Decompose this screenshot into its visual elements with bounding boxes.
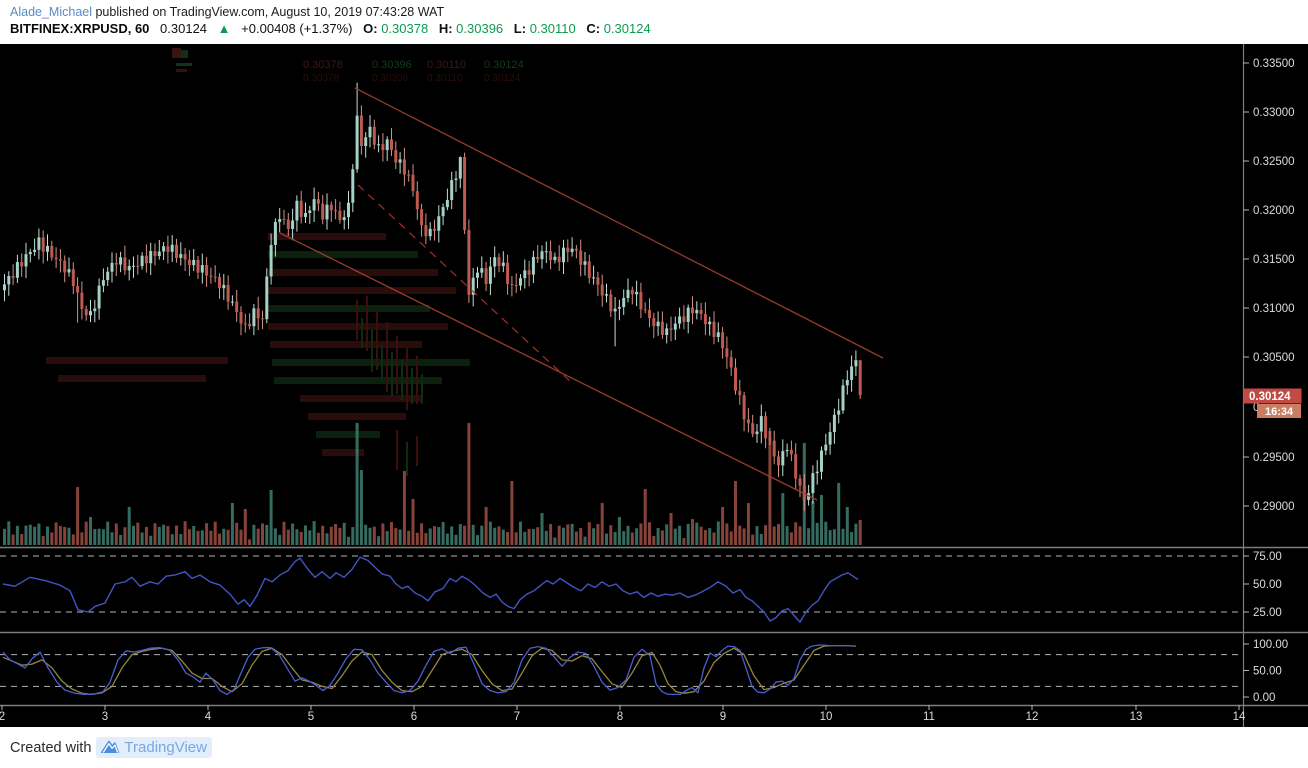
svg-text:50.00: 50.00 bbox=[1253, 666, 1282, 678]
trendline-drawings bbox=[279, 87, 884, 501]
close-value: 0.30124 bbox=[603, 21, 651, 36]
svg-text:0.30396: 0.30396 bbox=[372, 59, 412, 71]
chart-svg[interactable]: 0.30378 0.30378 0.30396 0.30396 0.30110 0.301… bbox=[0, 44, 1308, 727]
tradingview-link[interactable]: TradingView bbox=[96, 737, 212, 758]
svg-text:0.30110: 0.30110 bbox=[427, 73, 463, 84]
high-value: 0.30396 bbox=[456, 21, 504, 36]
overbought-oversold-levels bbox=[0, 555, 1243, 687]
volume-series bbox=[3, 423, 862, 545]
svg-text:75.00: 75.00 bbox=[1253, 551, 1282, 563]
price-change: +0.00408 (+1.37%) bbox=[241, 21, 353, 36]
svg-text:0.33500: 0.33500 bbox=[1253, 58, 1295, 70]
svg-text:0.29500: 0.29500 bbox=[1253, 452, 1295, 464]
svg-text:0.30378: 0.30378 bbox=[303, 59, 343, 71]
time-axis: 2 3 4 5 6 7 8 9 10 11 12 13 14 bbox=[0, 705, 1246, 723]
svg-text:50.00: 50.00 bbox=[1253, 579, 1282, 591]
svg-text:100.00: 100.00 bbox=[1253, 639, 1288, 651]
stoch-d-line bbox=[2, 644, 857, 696]
svg-text:0.30124: 0.30124 bbox=[484, 59, 524, 71]
ghost-artifacts: 0.30378 0.30378 0.30396 0.30396 0.30110 0.301… bbox=[46, 48, 524, 476]
publish-header: Alade_Michael published on TradingView.c… bbox=[0, 0, 1308, 44]
low-value: 0.30110 bbox=[529, 21, 576, 36]
close-label: C: bbox=[586, 21, 601, 36]
up-arrow-icon: ▲ bbox=[217, 21, 231, 36]
svg-text:25.00: 25.00 bbox=[1253, 607, 1282, 619]
svg-text:7: 7 bbox=[514, 711, 520, 723]
svg-text:11: 11 bbox=[923, 711, 935, 723]
svg-text:0.29000: 0.29000 bbox=[1253, 501, 1295, 513]
tradingview-logo-icon bbox=[101, 740, 120, 753]
svg-text:0.30124: 0.30124 bbox=[1249, 391, 1291, 403]
high-label: H: bbox=[438, 21, 453, 36]
chart-canvas[interactable]: 0.30378 0.30378 0.30396 0.30396 0.30110 0.301… bbox=[0, 44, 1308, 727]
svg-text:16:34: 16:34 bbox=[1265, 406, 1294, 418]
svg-text:0.30500: 0.30500 bbox=[1253, 352, 1295, 364]
price-axis: 0.33500 0.33000 0.32500 0.32000 0.31500 0.310… bbox=[1243, 58, 1295, 704]
author-link[interactable]: Alade_Michael bbox=[10, 5, 92, 19]
svg-text:0.30110: 0.30110 bbox=[427, 59, 466, 71]
attribution-footer: Created with TradingView bbox=[0, 727, 1308, 768]
svg-text:13: 13 bbox=[1130, 711, 1143, 723]
svg-text:4: 4 bbox=[205, 711, 212, 723]
created-with-text: Created with bbox=[10, 739, 92, 756]
symbol-name: BITFINEX:XRPUSD, 60 bbox=[10, 21, 150, 36]
last-price-marker: 0.30124 16:34 bbox=[1243, 388, 1302, 418]
open-label: O: bbox=[363, 21, 378, 36]
publish-info: published on TradingView.com, August 10,… bbox=[92, 5, 445, 19]
symbol-legend: BITFINEX:XRPUSD, 60 0.30124 ▲ +0.00408 (… bbox=[10, 21, 658, 36]
svg-text:12: 12 bbox=[1026, 711, 1039, 723]
svg-text:2: 2 bbox=[0, 711, 5, 723]
svg-text:0.32000: 0.32000 bbox=[1253, 205, 1295, 217]
svg-text:6: 6 bbox=[411, 711, 417, 723]
rsi-line bbox=[2, 556, 859, 623]
svg-text:0.31000: 0.31000 bbox=[1253, 303, 1295, 315]
candlestick-series bbox=[3, 82, 862, 511]
svg-text:5: 5 bbox=[308, 711, 314, 723]
svg-text:8: 8 bbox=[617, 711, 623, 723]
svg-text:3: 3 bbox=[102, 711, 108, 723]
publish-byline: Alade_Michael published on TradingView.c… bbox=[10, 5, 444, 19]
svg-text:0.30378: 0.30378 bbox=[303, 73, 340, 84]
low-label: L: bbox=[513, 21, 527, 36]
svg-text:0.32500: 0.32500 bbox=[1253, 156, 1295, 168]
svg-text:0.33000: 0.33000 bbox=[1253, 107, 1295, 119]
svg-text:0.30124: 0.30124 bbox=[484, 73, 521, 84]
svg-text:0.00: 0.00 bbox=[1253, 692, 1275, 704]
pane-separators bbox=[0, 44, 1308, 727]
open-value: 0.30378 bbox=[381, 21, 429, 36]
svg-text:14: 14 bbox=[1233, 711, 1246, 723]
svg-text:0.31500: 0.31500 bbox=[1253, 254, 1295, 266]
svg-text:0.30396: 0.30396 bbox=[372, 73, 409, 84]
stoch-k-line bbox=[2, 644, 855, 696]
tradingview-brand-text: TradingView bbox=[124, 739, 207, 756]
svg-text:10: 10 bbox=[820, 711, 833, 723]
svg-text:9: 9 bbox=[720, 711, 726, 723]
last-price: 0.30124 bbox=[160, 21, 208, 36]
